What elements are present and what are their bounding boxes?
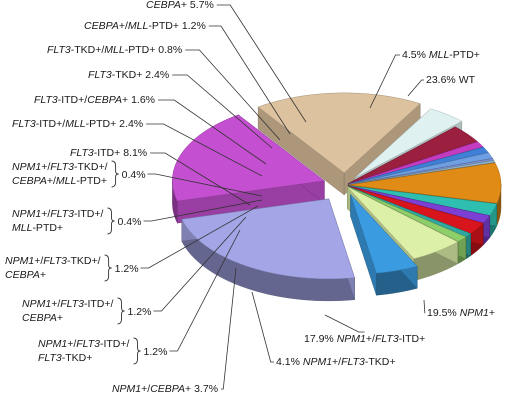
slice-top — [257, 92, 421, 174]
pie-slice — [257, 92, 421, 196]
slice-top — [348, 158, 495, 185]
slice-value-label: 1.2% — [128, 306, 152, 318]
slice-top — [354, 108, 463, 179]
slice-top — [347, 186, 467, 242]
slice-top — [348, 126, 478, 184]
slice-top — [172, 114, 326, 202]
slice-label-line: NPM1+/FLT3-TKD+/ — [5, 255, 101, 267]
slice-label: FLT3-ITD+/CEBPA+ 1.6% — [34, 94, 155, 106]
slice-value-label: 1.2% — [115, 263, 139, 275]
slice-label-line: NPM1+/FLT3-ITD+/ — [38, 338, 130, 350]
slice-top — [348, 141, 484, 185]
slice-top — [348, 185, 498, 216]
slice-label: 17.9% NPM1+/FLT3-ITD+ — [304, 333, 425, 345]
slice-top — [348, 152, 493, 185]
slice-label: FLT3-TKD+ 2.4% — [88, 69, 169, 81]
leader-line — [146, 123, 263, 177]
leader-line — [158, 99, 267, 165]
leader-line — [423, 299, 426, 314]
slice-label-line: FLT3-TKD+ — [38, 352, 92, 364]
slice-label: FLT3-ITD+/MLL-PTD+ 2.4% — [12, 118, 143, 130]
slice-top — [348, 185, 491, 224]
slice-top — [350, 194, 418, 274]
label-brace — [107, 207, 115, 235]
slice-top — [348, 186, 472, 238]
slice-label-line: CEBPA+ — [5, 269, 46, 281]
slice-top — [347, 186, 459, 259]
pie-slice — [181, 198, 355, 302]
slice-label: 23.6% WT — [426, 74, 476, 86]
leader-line — [216, 4, 307, 123]
slice-top — [348, 185, 484, 234]
slice-labels: 23.6% WT 19.5% NPM1+ 17.9% NPM1+/FLT3-ITD+… — [5, 0, 495, 395]
leader-line — [172, 74, 273, 149]
slice-label: FLT3-ITD+ 8.1% — [70, 147, 147, 159]
leader-line — [324, 314, 365, 333]
slice-label-line: NPM1+/FLT3-ITD+/ — [22, 298, 114, 310]
leader-line — [153, 216, 247, 312]
slice-value-label: 0.4% — [122, 169, 146, 181]
leader-line — [143, 199, 263, 222]
leader-line — [221, 267, 237, 390]
label-brace — [117, 297, 125, 325]
slice-label: 4.1% NPM1+/FLT3-TKD+ — [276, 356, 395, 368]
slice-top — [348, 146, 489, 185]
slice-label: CEBPA+ 5.7% — [146, 0, 214, 11]
leader-line — [407, 79, 424, 97]
slice-label: 19.5% NPM1+ — [427, 307, 495, 319]
pie-slice — [350, 193, 418, 296]
slice-label-line: NPM1+/FLT3-ITD+/ — [12, 208, 104, 220]
slice-label: NPM1+/CEBPA+ 3.7% — [112, 383, 218, 395]
pie-slices — [172, 92, 502, 302]
slice-label-line: CEBPA+/MLL-PTD+ — [12, 175, 107, 187]
leader-line — [369, 54, 400, 109]
slice-value-label: 0.4% — [118, 216, 142, 228]
slice-label: FLT3-TKD+/MLL-PTD+ 0.8% — [47, 44, 182, 56]
slice-label-line: MLL-PTD+ — [12, 222, 63, 234]
label-brace — [104, 254, 112, 282]
leader-line — [251, 291, 274, 363]
slice-label-line: CEBPA+ — [22, 312, 63, 324]
slice-label: 4.5% MLL-PTD+ — [402, 49, 480, 61]
leader-line — [140, 205, 259, 269]
label-brace — [111, 160, 119, 188]
label-brace — [133, 337, 141, 365]
slice-label-line: NPM1+/FLT3-TKD+/ — [12, 161, 108, 173]
leader-line — [185, 49, 281, 141]
slice-top — [348, 160, 496, 185]
leader-line — [169, 229, 241, 352]
leader-line — [147, 173, 263, 197]
slice-top — [348, 162, 502, 204]
slice-value-label: 1.2% — [144, 346, 168, 358]
slice-top — [181, 198, 355, 280]
slice-label: CEBPA+/MLL-PTD+ 1.2% — [84, 20, 206, 32]
leader-line — [208, 25, 291, 135]
